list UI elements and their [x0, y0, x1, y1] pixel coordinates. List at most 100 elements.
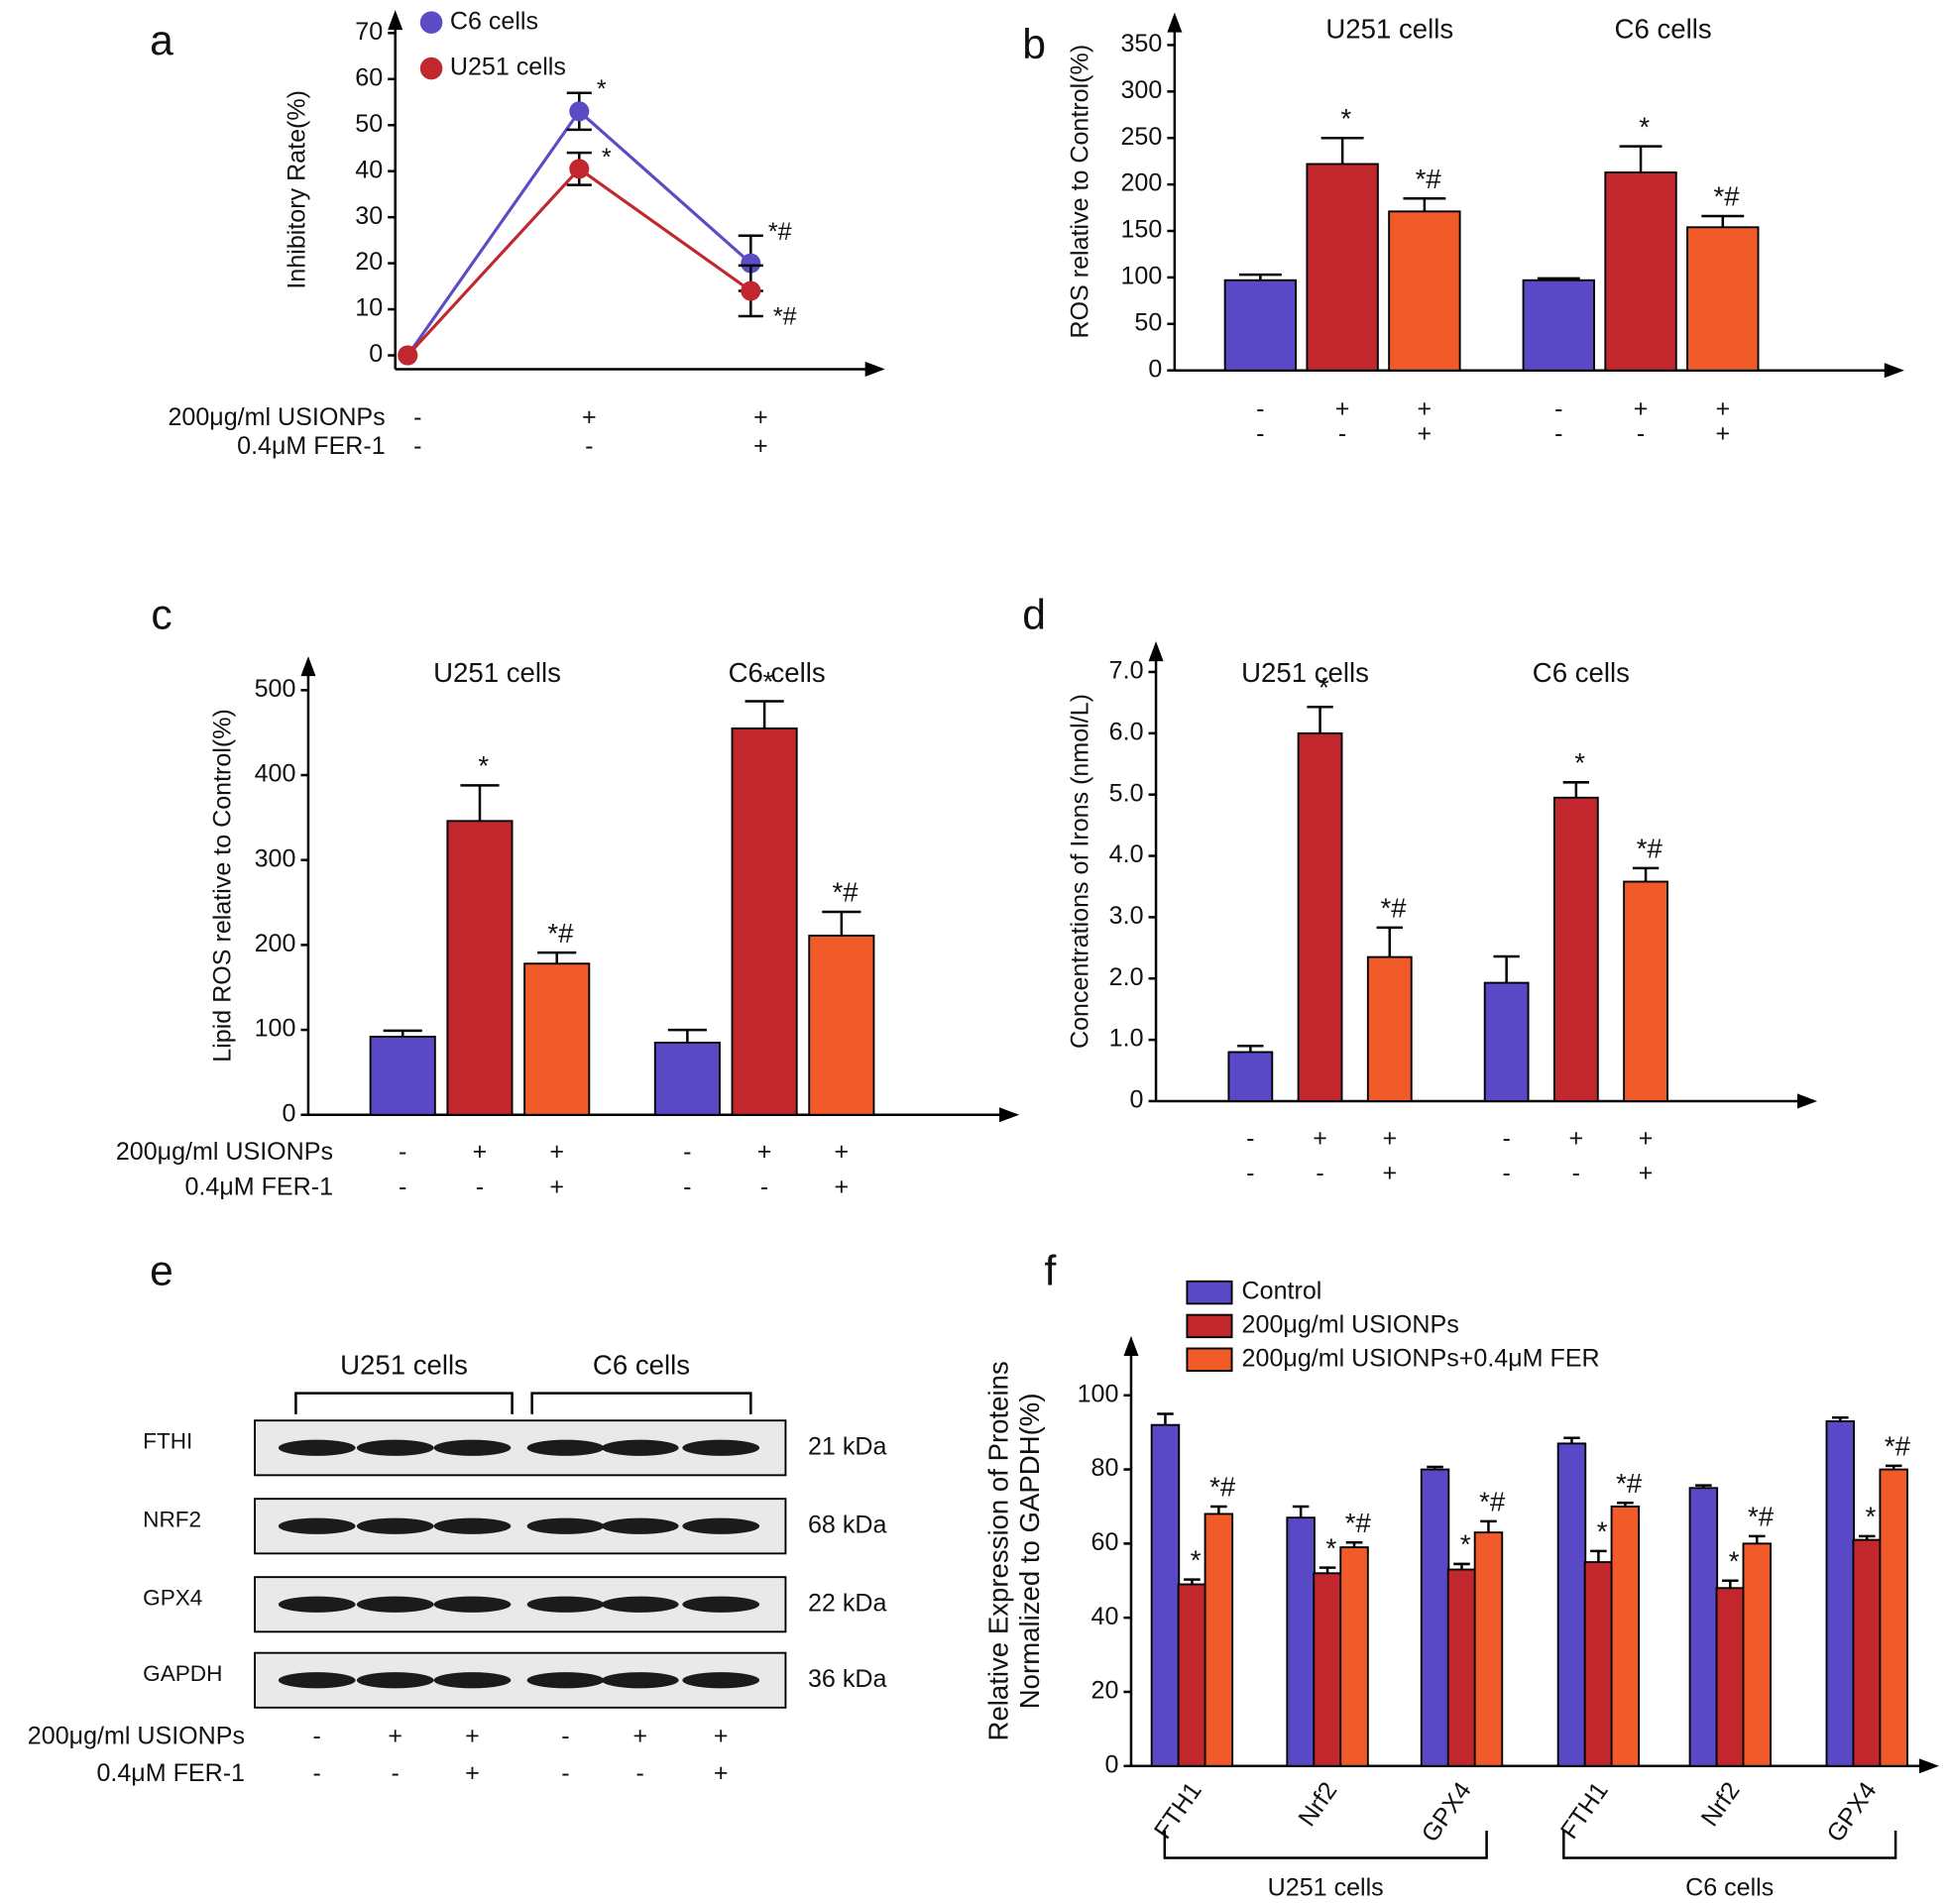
blot-band	[356, 1596, 434, 1613]
y-axis-arrow	[388, 10, 403, 31]
bar	[523, 962, 591, 1116]
y-axis-label: Normalized to GAPDH(%)	[1014, 1393, 1045, 1709]
annotation: *#	[1345, 1508, 1372, 1538]
group-title: C6 cells	[729, 657, 826, 688]
y-tick-label: 20	[1091, 1677, 1119, 1705]
condition-sign: +	[465, 1759, 480, 1787]
row-size: 22 kDa	[808, 1589, 886, 1617]
legend-marker	[419, 56, 443, 80]
bar	[1388, 210, 1461, 372]
blot-band	[601, 1672, 679, 1689]
row-size: 36 kDa	[808, 1665, 886, 1693]
annotation: *	[478, 750, 489, 781]
condition-sign: -	[1256, 420, 1264, 448]
row-name: FTHI	[143, 1429, 192, 1454]
annotation: *	[762, 666, 773, 697]
y-tick-label: 200	[1120, 169, 1162, 197]
condition-sign: -	[1554, 420, 1562, 448]
group-bracket	[294, 1392, 514, 1414]
condition-sign: -	[760, 1173, 768, 1200]
bar	[1552, 796, 1599, 1102]
condition-sign: -	[392, 1759, 400, 1787]
condition-sign: -	[561, 1723, 569, 1750]
point	[569, 159, 590, 179]
y-axis-arrow	[300, 656, 316, 677]
panel-label: f	[1045, 1248, 1057, 1295]
row-size: 68 kDa	[808, 1511, 886, 1538]
blot-band	[526, 1672, 605, 1689]
legend-label: Control	[1242, 1278, 1322, 1305]
group-title: U251 cells	[1241, 657, 1369, 688]
y-axis-label: Lipid ROS relative to Control(%)	[208, 709, 236, 1063]
condition-sign: +	[465, 1723, 480, 1750]
panel-label: d	[1022, 591, 1046, 638]
y-axis-arrow	[1123, 1335, 1139, 1356]
row-name: GPX4	[143, 1586, 202, 1611]
bar	[1604, 170, 1677, 372]
condition-sign: -	[1554, 394, 1562, 422]
row-name: NRF2	[143, 1508, 201, 1532]
condition-sign: +	[1382, 1160, 1397, 1187]
y-tick-label: 50	[355, 110, 383, 138]
annotation: *#	[547, 918, 574, 949]
y-tick-label: 7.0	[1109, 657, 1144, 685]
y-tick-label: 300	[1120, 76, 1162, 104]
y-tick-label: 1.0	[1109, 1025, 1144, 1053]
blot-band	[682, 1439, 760, 1456]
condition-name: 0.4μM FER-1	[237, 432, 386, 460]
blot-band	[682, 1672, 760, 1689]
annotation: *	[1639, 111, 1650, 142]
condition-sign: -	[1502, 1124, 1510, 1152]
blot-band	[433, 1596, 512, 1613]
condition-sign: +	[1715, 394, 1730, 422]
y-axis-arrow	[1167, 12, 1183, 33]
legend-swatch	[1186, 1280, 1233, 1305]
y-tick-label: 40	[355, 156, 383, 183]
x-axis-arrow	[1884, 363, 1904, 379]
x-tick-label: FTH1	[1149, 1777, 1207, 1844]
blot-band	[526, 1439, 605, 1456]
condition-name: 200μg/ml USIONPs	[28, 1723, 245, 1750]
line	[405, 108, 752, 357]
panel-label: a	[150, 17, 173, 64]
point	[569, 101, 590, 122]
bar	[1286, 1516, 1316, 1767]
blot-band	[356, 1517, 434, 1534]
legend-swatch	[1186, 1347, 1233, 1372]
annotation: *#	[1416, 164, 1442, 194]
y-tick-label: 50	[1134, 308, 1162, 336]
bar	[1306, 163, 1379, 372]
bar	[446, 820, 514, 1116]
condition-sign: +	[1418, 420, 1433, 448]
legend-marker	[419, 11, 443, 34]
bar	[1313, 1572, 1342, 1767]
annotation: *	[1191, 1544, 1202, 1575]
y-tick-label: 4.0	[1109, 840, 1144, 868]
bar	[1223, 279, 1298, 372]
condition-sign: +	[473, 1138, 488, 1166]
bar	[1420, 1468, 1450, 1767]
group-label: C6 cells	[593, 1350, 690, 1381]
blot-band	[278, 1439, 356, 1456]
condition-sign: -	[561, 1759, 569, 1787]
y-tick-label: 0	[1148, 355, 1162, 383]
y-tick-label: 40	[1091, 1603, 1119, 1630]
legend-swatch	[1186, 1313, 1233, 1339]
condition-sign: -	[585, 432, 593, 460]
blot-band	[433, 1672, 512, 1689]
blot-band	[682, 1596, 760, 1613]
blot-band	[601, 1439, 679, 1456]
annotation: *	[602, 144, 612, 171]
condition-sign: -	[636, 1759, 644, 1787]
condition-sign: -	[1572, 1160, 1580, 1187]
panel-label: b	[1022, 21, 1046, 68]
condition-sign: +	[1639, 1124, 1654, 1152]
condition-sign: +	[1382, 1124, 1397, 1152]
annotation: *	[1318, 672, 1329, 703]
bar	[1473, 1531, 1504, 1767]
blot-band	[526, 1596, 605, 1613]
bar	[1686, 226, 1760, 372]
group-bracket	[530, 1392, 752, 1414]
condition-sign: +	[632, 1723, 647, 1750]
row-size: 21 kDa	[808, 1432, 886, 1460]
